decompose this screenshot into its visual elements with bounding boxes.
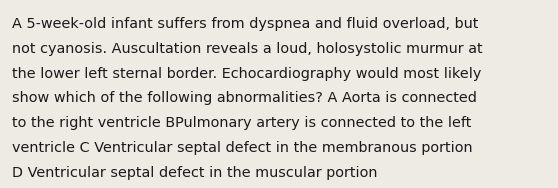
Text: ventricle C Ventricular septal defect in the membranous portion: ventricle C Ventricular septal defect in… [12,141,473,155]
Text: the lower left sternal border. Echocardiography would most likely: the lower left sternal border. Echocardi… [12,67,482,80]
Text: to the right ventricle BPulmonary artery is connected to the left: to the right ventricle BPulmonary artery… [12,116,472,130]
Text: A 5-week-old infant suffers from dyspnea and fluid overload, but: A 5-week-old infant suffers from dyspnea… [12,17,479,31]
Text: not cyanosis. Auscultation reveals a loud, holosystolic murmur at: not cyanosis. Auscultation reveals a lou… [12,42,483,56]
Text: D Ventricular septal defect in the muscular portion: D Ventricular septal defect in the muscu… [12,166,378,180]
Text: show which of the following abnormalities? A Aorta is connected: show which of the following abnormalitie… [12,91,477,105]
